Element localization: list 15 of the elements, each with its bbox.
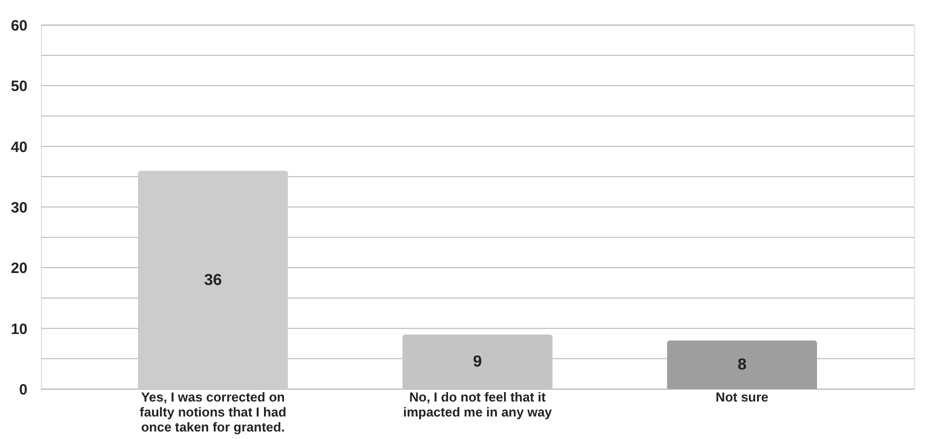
y-tick-label: 30 <box>10 200 28 216</box>
bar <box>667 340 818 389</box>
y-tick-label: 0 <box>19 382 28 398</box>
y-tick-label: 10 <box>10 320 28 338</box>
bar <box>138 170 288 389</box>
x-tick-label: Not sure <box>716 390 768 404</box>
data-label: 9 <box>473 354 482 371</box>
y-tick-label: 20 <box>10 260 28 278</box>
y-tick-label: 40 <box>10 138 28 156</box>
y-tick-label: 60 <box>10 18 28 34</box>
x-tick-label: Yes, I was corrected on faulty notions that I had once taken for granted. <box>140 390 286 434</box>
y-tick-label: 50 <box>10 78 28 96</box>
x-tick-label: No, I do not feel that it impacted me in any way <box>403 390 553 420</box>
data-label: 8 <box>738 356 747 374</box>
data-label: 36 <box>204 272 222 289</box>
